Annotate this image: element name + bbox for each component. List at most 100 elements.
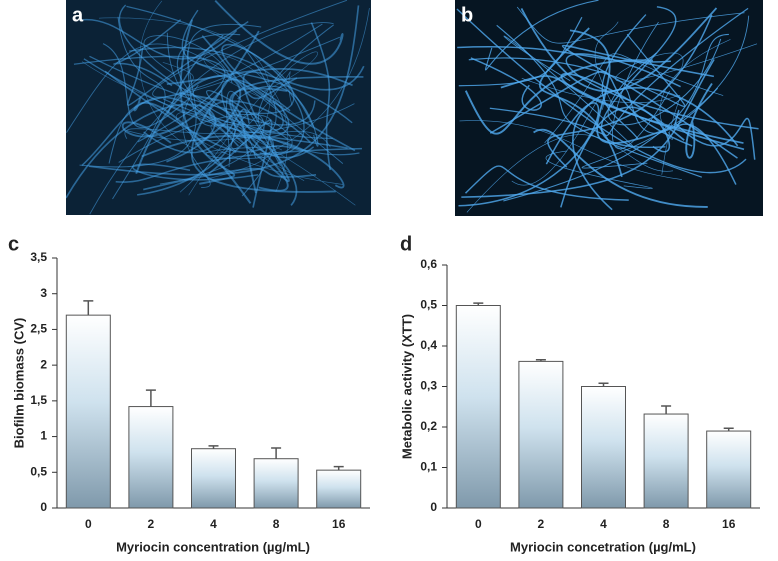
fiber [496, 24, 703, 178]
fiber [73, 55, 226, 143]
fibers [66, 0, 370, 215]
fiber [79, 18, 238, 60]
fiber [89, 5, 295, 114]
fiber [572, 87, 739, 211]
fiber [205, 121, 293, 160]
fiber [310, 22, 332, 171]
fiber [201, 35, 298, 100]
fiber [178, 91, 257, 194]
bar [191, 448, 236, 509]
y-tick-label: 2 [40, 357, 47, 371]
fiber [256, 7, 370, 159]
fiber [456, 8, 747, 174]
error-bar [598, 382, 609, 387]
fiber [132, 163, 259, 181]
fiber [108, 23, 323, 164]
fiber [520, 7, 718, 93]
x-tick-label: 16 [332, 517, 346, 531]
bar [455, 305, 501, 509]
fiber [489, 7, 749, 137]
fiber [565, 53, 759, 130]
fiber [544, 53, 724, 144]
fiber [464, 165, 629, 201]
fiber [569, 29, 672, 145]
x-tick-label: 2 [148, 517, 155, 531]
fiber [229, 87, 289, 192]
fiber [112, 16, 166, 200]
x-tick-label: 4 [600, 517, 607, 531]
bar [518, 360, 564, 509]
y-tick-label: 0,2 [420, 419, 437, 433]
fiber [182, 84, 211, 188]
fiber [659, 39, 731, 140]
fiber [503, 33, 729, 202]
fiber [581, 15, 750, 169]
fiber [143, 167, 317, 191]
x-tick-label: 0 [475, 517, 482, 531]
fiber [459, 120, 682, 180]
fiber [673, 109, 737, 185]
fiber [533, 128, 708, 208]
error-bar [661, 405, 672, 415]
error-bar [473, 302, 484, 306]
fiber [115, 147, 362, 183]
fiber [81, 61, 271, 180]
bar [65, 314, 111, 509]
y-tick-label: 0,4 [420, 338, 437, 352]
fibers [456, 0, 759, 213]
y-tick-label: 0,6 [420, 257, 437, 271]
x-tick-label: 16 [722, 517, 736, 531]
fiber [143, 108, 250, 154]
fiber [221, 79, 315, 159]
fiber [176, 33, 333, 140]
y-tick-label: 1,5 [30, 393, 47, 407]
panel-label: d [400, 233, 412, 255]
bar [643, 413, 689, 509]
fiber [205, 90, 360, 156]
y-tick-label: 2,5 [30, 322, 47, 336]
x-tick-label: 4 [210, 517, 217, 531]
fiber [159, 113, 265, 185]
error-bar [723, 427, 734, 432]
fiber [458, 16, 583, 87]
panel-label: a [72, 4, 84, 26]
fiber [685, 82, 713, 159]
bar [316, 469, 362, 509]
fiber [503, 35, 634, 147]
fiber [98, 17, 271, 156]
fiber [470, 57, 542, 111]
fiber [468, 33, 686, 107]
x-axis-title: Myriocin concentration (µg/mL) [116, 539, 310, 554]
error-bar [208, 445, 219, 449]
y-tick-label: 0 [430, 500, 437, 514]
error-bar [145, 389, 156, 407]
x-axis-title: Myriocin concetration (µg/mL) [510, 539, 696, 554]
fiber [118, 4, 316, 126]
fiber [594, 21, 619, 107]
fiber [464, 59, 653, 135]
y-tick-label: 0,5 [30, 464, 47, 478]
fiber [547, 14, 713, 168]
fiber [66, 43, 344, 164]
fiber [143, 35, 233, 84]
fiber [188, 51, 318, 196]
bar [581, 386, 626, 509]
fiber [190, 30, 336, 193]
y-axis-title: Biofilm biomass (CV) [11, 318, 26, 449]
fiber [242, 65, 365, 123]
error-bar [333, 465, 344, 471]
bar [253, 458, 299, 509]
y-tick-label: 0,5 [420, 298, 437, 312]
y-tick-label: 0 [40, 500, 47, 514]
y-tick-label: 0,3 [420, 379, 437, 393]
fiber [221, 43, 356, 152]
error-bar [535, 359, 546, 362]
fiber [102, 43, 190, 129]
x-tick-label: 8 [663, 517, 670, 531]
y-tick-label: 3 [40, 286, 47, 300]
fiber [208, 100, 311, 143]
x-tick-label: 8 [273, 517, 280, 531]
fiber [674, 117, 756, 160]
panel-label: c [8, 233, 19, 255]
